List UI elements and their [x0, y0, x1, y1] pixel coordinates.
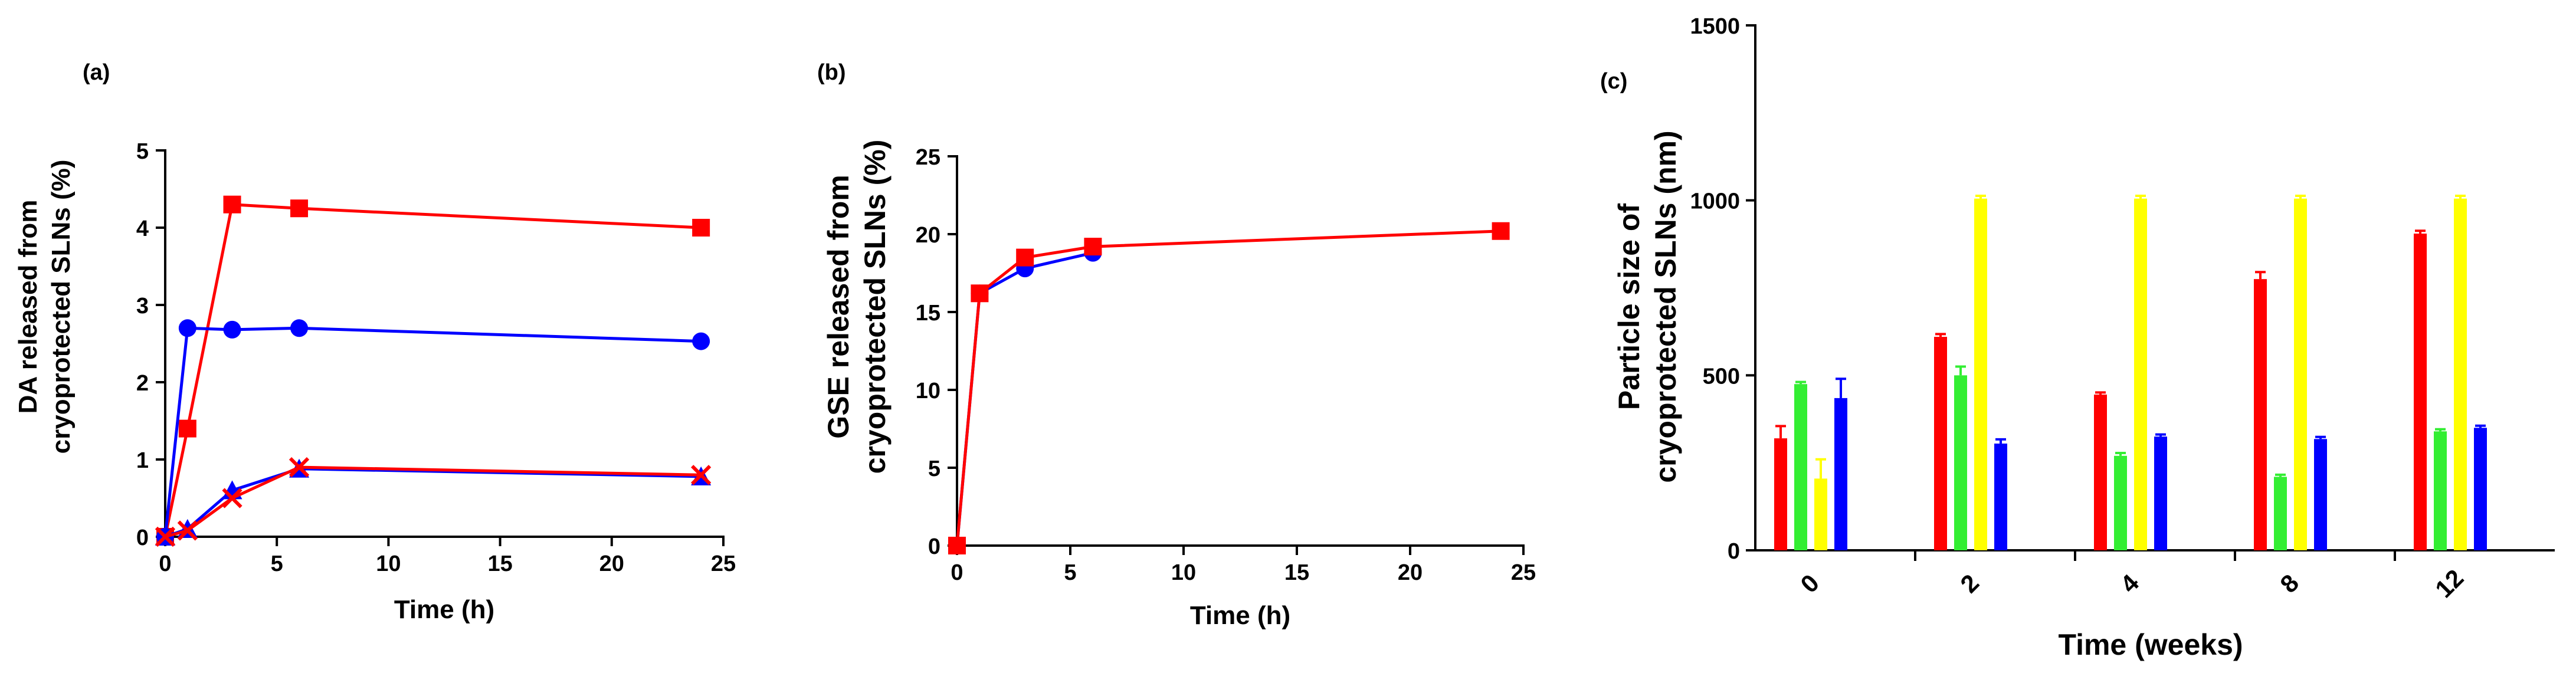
panel-c-ylabel-line-2: cryoprotected SLNs (nm): [1649, 130, 1682, 482]
panel-a-series-blue-triangles-line: [165, 467, 702, 539]
panel-c-bar-blue-2: [1994, 444, 2007, 550]
panel-a-series-blue-circles-point-1: [178, 319, 196, 337]
panel-b-series-red-squares-point-3: [1084, 238, 1102, 256]
panel-c-x-tick-label-4: 12: [2430, 564, 2469, 603]
panel-b-x-tick-label-3: 15: [1284, 560, 1309, 585]
panel-b-y-tick-label-3: 15: [916, 301, 940, 326]
panel-c-bar-red-0: [1774, 438, 1787, 550]
panel-b-y-tick-label-0: 0: [928, 534, 940, 559]
panel-a-chart: (a) DA released from cryoprotected SLNs …: [14, 60, 736, 624]
panel-a-series-red-squares-point-2: [223, 195, 241, 214]
panel-a-series-blue-circles-line: [163, 326, 702, 537]
panel-b-chart: (b) GSE released from cryoprotected SLNs…: [817, 60, 1536, 630]
panel-a-series-red-crosses-point-1: [177, 520, 198, 541]
panel-a-label: (a): [83, 60, 110, 85]
panel-a-series-red-crosses-point-3-stroke-2: [289, 457, 310, 478]
panel-c-bar-yellow-12: [2454, 198, 2467, 550]
panel-c-bar-yellow-0: [1814, 478, 1827, 550]
panel-b-ylabel-line-2: cryoprotected SLNs (%): [858, 140, 892, 474]
panel-c-y-axis-label: Particle size of cryoprotected SLNs (nm): [1613, 130, 1682, 482]
panel-c-bar-green-12: [2434, 431, 2447, 550]
panel-a-series-red-crosses-point-4-stroke-2: [691, 465, 712, 485]
panel-b-series-red-squares-point-4: [1492, 222, 1510, 240]
panel-b-series-red-squares-line: [955, 229, 1501, 546]
panel-c-x-tick-label-0: 0: [1795, 569, 1824, 598]
panel-b-y-tick-label-4: 20: [916, 223, 940, 248]
panel-c-y-tick-label-2: 1000: [1690, 189, 1740, 214]
panel-a-series-red-crosses-point-1-stroke-2: [177, 520, 198, 541]
panel-c-bar-green-8: [2274, 477, 2287, 550]
panel-a-series-red-crosses-line: [165, 465, 702, 539]
panel-a-y-tick-label-4: 4: [136, 216, 149, 241]
panel-a-series-blue-circles-point-4: [692, 332, 710, 350]
panel-c-y-tick-label-1: 500: [1703, 364, 1740, 389]
panel-a-y-axis-label: DA released from cryoprotected SLNs (%): [14, 160, 76, 454]
panel-a-series-red-crosses-point-3: [289, 457, 310, 478]
panel-c-bar-green-0: [1794, 384, 1807, 550]
panel-b-y-tick-label-5: 25: [916, 145, 940, 170]
panel-c-x-tick-label-2: 4: [2115, 569, 2144, 598]
panel-a-series-red-crosses-point-0-stroke-2: [155, 526, 176, 547]
panel-a-series-red-crosses-point-2: [222, 488, 242, 508]
panel-a-y-tick-label-1: 1: [136, 448, 149, 473]
panel-a-x-axis-label: Time (h): [394, 595, 494, 624]
panel-b-series-red-squares-point-2: [1016, 248, 1034, 267]
panel-a-x-tick-label-2: 10: [376, 551, 401, 576]
panel-b-series-red-squares-point-1: [971, 284, 989, 303]
panel-c-x-axis-label: Time (weeks): [2058, 628, 2243, 661]
panel-a-y-tick-label-3: 3: [136, 294, 149, 319]
panel-c-bar-yellow-8: [2294, 198, 2307, 550]
panel-b-x-tick-label-1: 5: [1064, 560, 1076, 585]
panel-b-label: (b): [817, 60, 846, 85]
panel-a-series-red-crosses-point-4: [691, 465, 712, 485]
panel-c-bar-red-8: [2254, 279, 2267, 550]
panel-a-series-red-crosses-point-0: [155, 526, 176, 547]
panel-b-x-tick-label-5: 25: [1511, 560, 1536, 585]
panel-c-bar-blue-12: [2474, 428, 2487, 550]
panel-c-chart: (c) Particle size of cryoprotected SLNs …: [1600, 14, 2555, 661]
panel-a-series-red-squares-point-1: [178, 419, 196, 438]
panel-a-x-tick-label-1: 5: [271, 551, 283, 576]
panel-a-y-tick-label-0: 0: [136, 526, 149, 550]
panel-c-bar-red-4: [2094, 394, 2107, 550]
panel-b-x-tick-label-2: 10: [1171, 560, 1196, 585]
panel-c-bar-green-4: [2114, 455, 2127, 550]
panel-a-series-red-squares-point-4: [692, 219, 710, 237]
panel-a-x-tick-label-0: 0: [159, 551, 171, 576]
panel-c-bar-red-12: [2414, 234, 2427, 550]
panel-c-x-tick-label-1: 2: [1955, 569, 1984, 598]
panel-a-x-tick-label-5: 25: [711, 551, 736, 576]
panel-a-series-blue-circles-point-3: [290, 319, 309, 337]
panel-c-bar-yellow-2: [1974, 198, 1987, 550]
panel-b-x-tick-label-4: 20: [1398, 560, 1423, 585]
panel-b-y-tick-label-2: 10: [916, 379, 940, 403]
panel-a-series-red-squares-point-3: [290, 199, 309, 218]
panel-a-y-tick-label-5: 5: [136, 139, 149, 164]
panel-a-y-tick-label-2: 2: [136, 371, 149, 396]
panel-c-bar-blue-8: [2314, 439, 2327, 550]
panel-c-label: (c): [1600, 69, 1627, 94]
panel-a-ylabel-line-2: cryoprotected SLNs (%): [47, 160, 76, 454]
panel-a-series-red-crosses-point-2-stroke-2: [222, 488, 242, 508]
panel-a-series-blue-circles-point-2: [223, 320, 241, 339]
panel-c-y-tick-label-3: 1500: [1690, 14, 1740, 39]
panel-b-ylabel-line-1: GSE released from: [822, 175, 855, 438]
panel-c-y-tick-label-0: 0: [1728, 539, 1740, 564]
panel-b-series-red-squares-point-0: [948, 537, 966, 554]
panel-c-bar-yellow-4: [2134, 198, 2147, 550]
panel-a-x-tick-label-4: 20: [599, 551, 624, 576]
panel-a-x-tick-label-3: 15: [487, 551, 512, 576]
panel-c-bar-green-2: [1954, 375, 1967, 550]
panel-c-bar-red-2: [1934, 337, 1947, 550]
panel-b-y-tick-label-1: 5: [928, 457, 940, 481]
panel-c-ylabel-line-1: Particle size of: [1613, 203, 1646, 410]
panel-a-ylabel-line-1: DA released from: [14, 200, 42, 414]
panel-c-x-tick-label-3: 8: [2275, 569, 2304, 598]
panel-b-x-axis-label: Time (h): [1190, 601, 1290, 630]
panel-c-bar-blue-4: [2154, 436, 2167, 550]
panel-b-x-tick-label-0: 0: [951, 560, 963, 585]
panel-c-bar-blue-0: [1834, 398, 1847, 550]
panel-b-y-axis-label: GSE released from cryoprotected SLNs (%): [822, 140, 892, 474]
